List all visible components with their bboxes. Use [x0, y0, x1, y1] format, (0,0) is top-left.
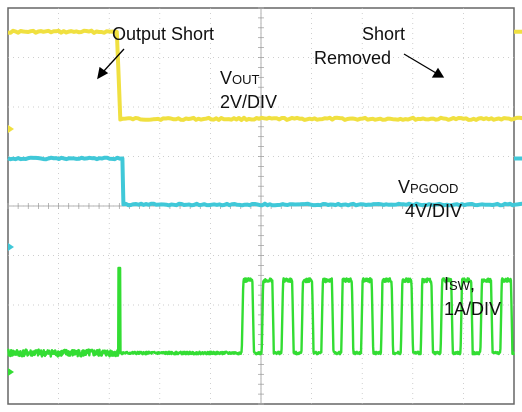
vout-name: VOUT [220, 68, 260, 88]
short-removed-arrow [403, 53, 445, 78]
ch3-marker [8, 368, 14, 376]
vpgood-scale: 4V/DIV [405, 201, 462, 221]
vpgood-trace [7, 155, 522, 208]
ch2-marker [8, 243, 14, 251]
traces [6, 28, 522, 358]
isw-name: ISW, [444, 274, 475, 294]
short-removed-label-line2: Removed [314, 48, 391, 68]
vpgood-name: VPGOOD [398, 177, 458, 197]
vout-trace [7, 28, 522, 122]
vout-scale: 2V/DIV [220, 92, 277, 112]
output-short-arrow [97, 48, 125, 80]
ch1-marker [8, 125, 14, 133]
isw-trace [6, 266, 515, 358]
short-removed-label-line1: Short [362, 24, 405, 44]
output-short-label: Output Short [112, 24, 214, 44]
isw-scale: 1A/DIV [444, 299, 501, 319]
